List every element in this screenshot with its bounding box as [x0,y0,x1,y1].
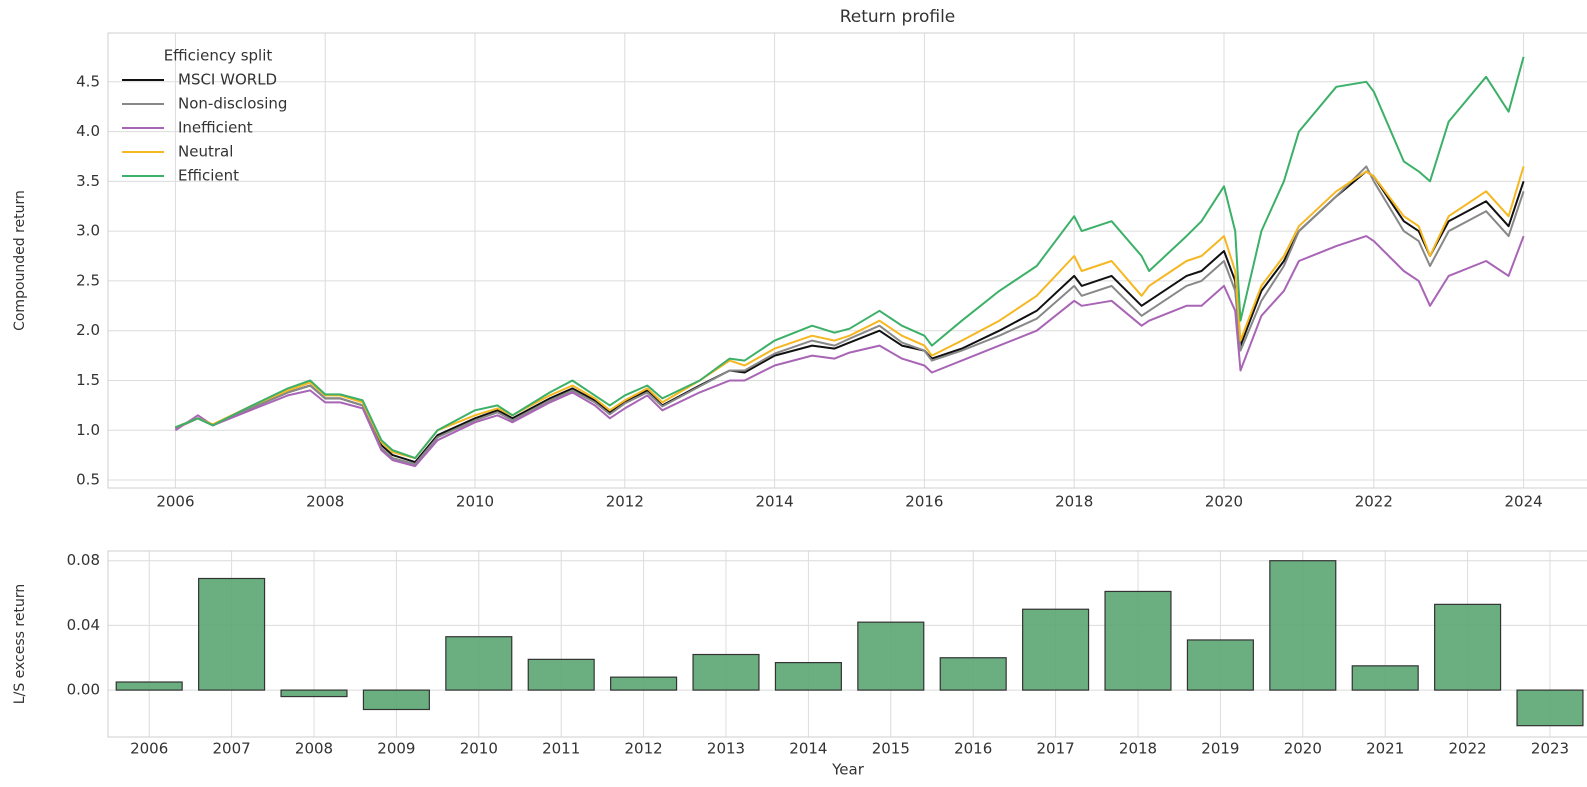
y-tick-label: 0.00 [67,681,100,699]
y-tick-label: 1.0 [76,421,100,439]
y-tick-label: 4.5 [76,72,100,90]
bar [1434,603,1502,691]
x-tick-label: 2020 [1205,493,1243,511]
y-tick-label: 2.0 [76,321,100,339]
bar [198,577,266,691]
series-line [175,166,1525,460]
bar [1186,639,1254,691]
x-tick-label: 2013 [707,740,745,758]
bar [939,657,1007,691]
x-tick-label: 2006 [156,493,194,511]
x-tick-label: 2007 [213,740,251,758]
x-tick-label: 2016 [954,740,992,758]
x-tick-label: 2012 [606,493,644,511]
bar [610,676,678,691]
x-tick-label: 2006 [130,740,168,758]
plot-frame [107,550,1587,738]
x-tick-label: 2017 [1037,740,1075,758]
series-line [174,235,1525,468]
chart-title: Return profile [840,7,956,27]
x-tick-label: 2018 [1119,740,1157,758]
legend-title: Efficiency split [164,47,273,65]
x-tick-label: 2012 [625,740,663,758]
legend-label: Efficient [178,167,239,185]
x-tick-label: 2022 [1355,493,1393,511]
x-tick-label: 2019 [1201,740,1239,758]
bar [1516,689,1584,727]
y-tick-label: 4.0 [76,122,100,140]
legend-label: Neutral [178,143,233,161]
x-tick-label: 2010 [456,493,494,511]
x-tick-label: 2014 [789,740,827,758]
x-tick-label: 2009 [377,740,415,758]
x-tick-label: 2008 [306,493,344,511]
x-tick-label: 2011 [542,740,580,758]
series-line [174,165,1525,466]
y-tick-label: 0.04 [67,616,100,634]
x-axis-label: Year [831,761,865,779]
x-tick-label: 2021 [1366,740,1404,758]
y-tick-label: 0.5 [76,471,100,489]
x-tick-label: 2014 [756,493,794,511]
series-line [175,56,1525,460]
bar [857,621,925,691]
x-tick-label: 2024 [1504,493,1542,511]
x-tick-label: 2015 [872,740,910,758]
plot-frame [107,32,1587,489]
x-tick-label: 2020 [1284,740,1322,758]
bar [774,661,842,691]
y-tick-label: 1.5 [76,371,100,389]
bar [445,636,513,691]
bar [1351,665,1419,691]
y-tick-label: 3.5 [76,172,100,190]
y-axis-label: Compounded return [12,190,28,331]
legend-label: Inefficient [178,119,253,137]
bar [692,653,760,691]
x-tick-label: 2008 [295,740,333,758]
bar [1104,590,1172,691]
x-tick-label: 2018 [1055,493,1093,511]
y-tick-label: 2.5 [76,271,100,289]
bar [1269,560,1337,691]
bar [362,689,430,711]
x-tick-label: 2016 [905,493,943,511]
bar [280,689,348,698]
x-tick-label: 2023 [1531,740,1569,758]
legend-label: MSCI WORLD [178,71,277,89]
bar [527,658,595,691]
y-tick-label: 0.08 [67,551,100,569]
legend-label: Non-disclosing [178,95,287,113]
y-tick-label: 3.0 [76,222,100,240]
x-tick-label: 2022 [1449,740,1487,758]
y-axis-label: L/S excess return [12,584,28,704]
x-tick-label: 2010 [460,740,498,758]
bar [115,681,183,691]
bar [1022,608,1090,691]
